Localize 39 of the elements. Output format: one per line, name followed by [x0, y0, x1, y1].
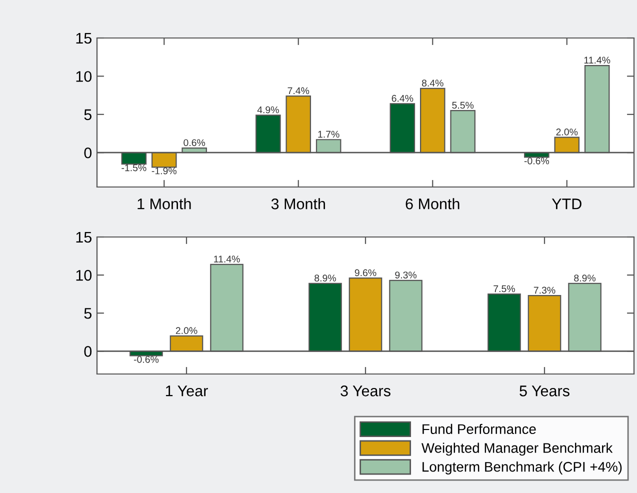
data-label: -1.5% [122, 164, 146, 172]
data-label: -1.9% [152, 167, 176, 174]
data-label: -0.6% [524, 157, 550, 164]
x-tick-label: 1 Month [138, 198, 191, 210]
y-tick-label: 0 [84, 147, 92, 158]
x-tick-label: 3 Month [271, 198, 325, 210]
x-tick-label: 5 Years [520, 386, 570, 396]
y-tick-label: 10 [76, 71, 92, 82]
data-label: 4.9% [257, 106, 279, 114]
y-tick-label: 15 [76, 232, 92, 243]
y-tick-label: 10 [76, 270, 92, 281]
data-label: 7.4% [288, 87, 310, 94]
x-tick-label: YTD [552, 198, 582, 210]
legend-label: Weighted Manager Benchmark [421, 442, 613, 456]
x-tick-label: 3 Years [340, 386, 390, 396]
legend-label: Fund Performance [422, 424, 536, 434]
x-tick-label: 1 Year [166, 386, 208, 396]
data-label: 8.4% [422, 80, 444, 87]
data-label: 9.6% [354, 269, 376, 276]
y-tick-label: 15 [76, 33, 92, 44]
data-label: 9.3% [395, 272, 417, 278]
data-label: -0.6% [134, 356, 159, 363]
data-label: 2.0% [556, 128, 578, 136]
data-label: 6.4% [392, 94, 414, 102]
data-label: 11.4% [584, 56, 610, 64]
legend-label: Longterm Benchmark (CPI +4%) [422, 462, 622, 474]
data-label: 8.9% [314, 274, 336, 282]
x-tick-label: 6 Month [406, 198, 460, 210]
data-label: 0.6% [184, 139, 206, 146]
data-label: 7.5% [494, 285, 515, 292]
data-label: 11.4% [214, 256, 240, 262]
y-tick-label: 5 [84, 308, 92, 319]
data-label: 8.9% [574, 274, 596, 282]
data-label: 5.5% [452, 102, 474, 109]
y-tick-label: 0 [84, 346, 92, 357]
data-label: 1.7% [318, 130, 340, 138]
data-label: 2.0% [176, 327, 198, 334]
y-tick-label: 5 [84, 109, 92, 120]
data-label: 7.3% [534, 286, 556, 294]
